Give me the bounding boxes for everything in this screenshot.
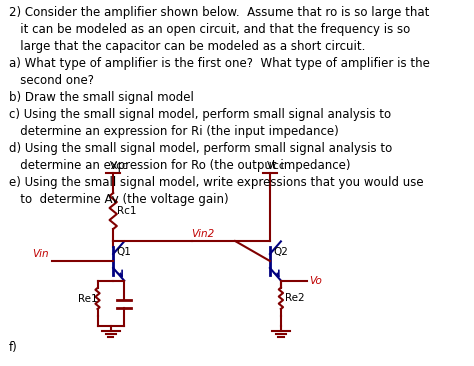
Text: Vo: Vo bbox=[309, 276, 322, 285]
Text: Q1: Q1 bbox=[117, 247, 132, 257]
Text: Vcc: Vcc bbox=[109, 161, 128, 171]
Text: Vin2: Vin2 bbox=[191, 229, 215, 239]
Text: Rc1: Rc1 bbox=[117, 206, 136, 216]
Text: Vin: Vin bbox=[32, 249, 49, 259]
Text: Re1: Re1 bbox=[78, 294, 98, 303]
Text: f): f) bbox=[9, 341, 18, 354]
Text: Re2: Re2 bbox=[285, 293, 305, 303]
Text: Vcc: Vcc bbox=[266, 161, 285, 171]
Text: Q2: Q2 bbox=[273, 247, 288, 257]
Text: 2) Consider the amplifier shown below.  Assume that ro is so large that
   it ca: 2) Consider the amplifier shown below. A… bbox=[9, 6, 429, 206]
